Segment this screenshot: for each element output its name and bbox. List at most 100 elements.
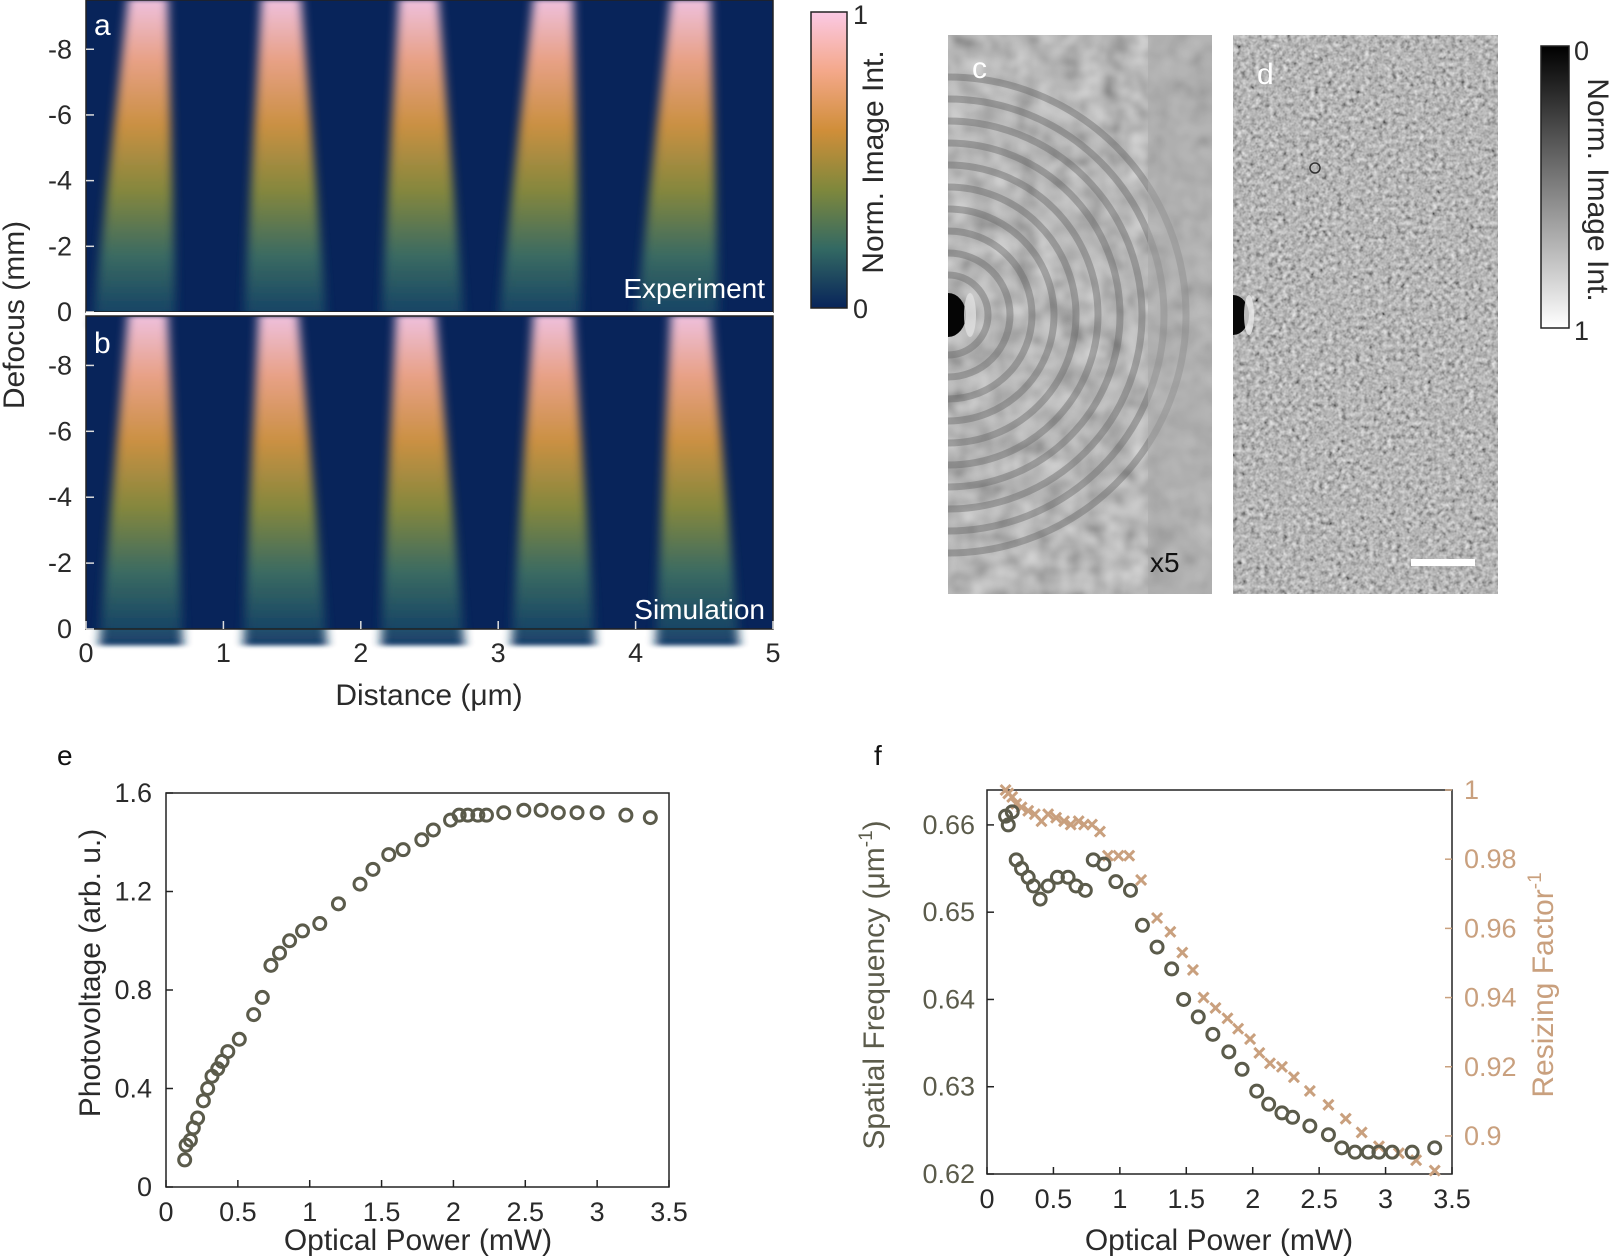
x-marker (1263, 1057, 1277, 1070)
x-tick-label: 1.5 (1168, 1184, 1206, 1214)
data-point (381, 847, 397, 863)
image-c-annotation: x5 (1150, 547, 1180, 578)
data-point (1000, 817, 1016, 833)
heatmap-a-yticks: -8 -6 -4 -2 0 (48, 34, 94, 327)
colorbar-cd-tick-top: 0 (1574, 36, 1589, 66)
x-marker-stroke (1209, 1001, 1222, 1015)
data-point (1096, 856, 1112, 872)
panel-label-b: b (94, 327, 111, 360)
plot-f-frame (986, 789, 1453, 1175)
y2-tick-label: 0.98 (1464, 844, 1517, 874)
data-point (1108, 874, 1124, 890)
colorbar-ab: 1 0 Norm. Image Int. (810, 0, 890, 324)
plot-f-resizing-points (999, 783, 1441, 1177)
data-point (1032, 891, 1048, 907)
colorbar-cd-label: Norm. Image Int. (1581, 78, 1612, 301)
x-marker (1093, 825, 1106, 838)
image-c (948, 35, 1212, 594)
heatmap-b-lines (98, 316, 740, 646)
heatmap-b-frame (85, 315, 774, 630)
data-point (1302, 1118, 1318, 1134)
x-marker (1355, 1126, 1368, 1139)
data-point (1026, 878, 1041, 894)
x-marker (1006, 790, 1019, 803)
x-marker (1209, 1001, 1222, 1015)
x-tick-label: 1 (1112, 1184, 1127, 1214)
panel-e: e 0 0.5 1 1.5 2 2.5 3 3.5 0 0.4 0.8 1.2 1.6 Optical … (57, 740, 688, 1257)
data-point (1205, 1026, 1221, 1042)
data-point (642, 810, 658, 826)
data-point (1122, 882, 1138, 898)
y-tick-label: 0.62 (922, 1159, 975, 1189)
x-marker (1197, 991, 1210, 1004)
panel-separator (86, 312, 773, 316)
intensity-line (380, 0, 465, 329)
data-point (1427, 1140, 1443, 1156)
data-point (246, 1007, 262, 1023)
x-marker (1186, 963, 1199, 976)
x-marker-stroke (1042, 808, 1055, 821)
x-tick-label: 3.5 (650, 1197, 688, 1227)
y-tick-label: 1.6 (114, 778, 152, 808)
x-marker-stroke (1287, 1071, 1300, 1084)
x-tick-label: 5 (765, 638, 780, 668)
x-marker-stroke (1410, 1154, 1423, 1167)
data-point (177, 1152, 193, 1168)
particle-c (948, 293, 966, 337)
intensity-line (511, 316, 596, 646)
x-marker-stroke (1123, 849, 1136, 862)
x-tick-label: 2 (353, 638, 368, 668)
x-tick-label: 1 (216, 638, 231, 668)
x-marker (1253, 1046, 1266, 1059)
data-point (1040, 878, 1056, 894)
x-marker-stroke (1428, 1164, 1441, 1177)
x-marker-stroke (1085, 818, 1099, 831)
y2-tick-label: 0.9 (1464, 1121, 1502, 1151)
x-marker-stroke (1263, 1057, 1277, 1070)
data-point (220, 1044, 236, 1060)
heatmap-a-annotation: Experiment (623, 273, 765, 304)
y-tick-label: 0.8 (114, 975, 152, 1005)
intensity-line (380, 316, 465, 646)
x-marker-stroke (1176, 946, 1189, 959)
data-point (1404, 1144, 1420, 1160)
y-tick-label: 0.65 (922, 897, 975, 927)
panel-c: c x5 (948, 35, 1212, 594)
x-tick-label: 2 (446, 1197, 461, 1227)
y-tick-label: -4 (48, 482, 72, 512)
y-tick-label: 0 (57, 614, 72, 644)
data-point (1249, 1083, 1265, 1099)
colorbar-cd: 0 1 Norm. Image Int. (1540, 36, 1612, 346)
panel-d: d (1233, 35, 1498, 594)
x-marker (1112, 849, 1125, 862)
data-point (352, 876, 368, 892)
x-marker (1176, 946, 1189, 959)
intensity-line (92, 0, 177, 329)
y-tick-label: 0 (57, 297, 72, 327)
x-marker (1022, 804, 1035, 817)
panel-b: b Simulation -8 -6 -4 -2 0 0 1 2 3 4 5 (48, 315, 781, 668)
data-point (282, 933, 298, 949)
data-point (589, 805, 605, 821)
data-point (254, 989, 270, 1005)
x-marker-stroke (1243, 1033, 1257, 1046)
colorbar-ab-tick-top: 1 (853, 0, 868, 30)
y-tick-label: -2 (48, 231, 72, 261)
x-tick-label: 3 (491, 638, 506, 668)
x-tick-label: 3 (590, 1197, 605, 1227)
intensity-line (634, 0, 719, 329)
x-marker-stroke (1093, 825, 1106, 838)
panel-label-d: d (1257, 58, 1274, 91)
data-point (330, 896, 346, 912)
data-point (460, 807, 476, 823)
intensity-line (655, 316, 740, 646)
x-tick-label: 0 (979, 1184, 994, 1214)
intensity-line (497, 0, 582, 329)
heatmap-b-annotation: Simulation (634, 594, 765, 625)
data-point (1334, 1140, 1350, 1156)
colorbar-cd-tick-bottom: 1 (1574, 316, 1589, 346)
data-point (272, 945, 288, 961)
x-marker-stroke (1022, 804, 1035, 817)
x-tick-label: 1 (302, 1197, 317, 1227)
data-point (569, 805, 585, 821)
